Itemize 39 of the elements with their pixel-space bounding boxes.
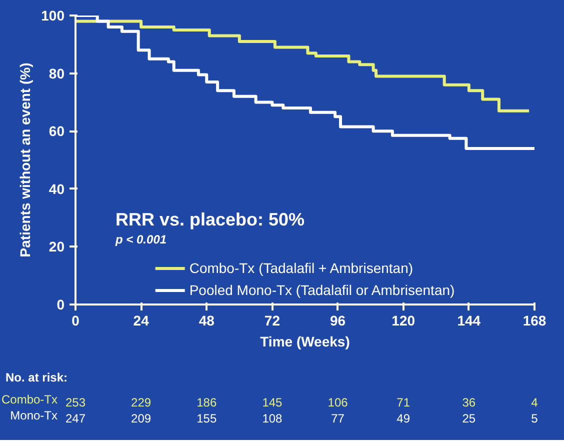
x-tick-label: 0 bbox=[72, 312, 80, 328]
text: Combo-Tx bbox=[1, 392, 58, 406]
x-axis-title: Time (Weeks) bbox=[260, 334, 350, 350]
text: 77 bbox=[331, 412, 345, 426]
y-tick-label: 20 bbox=[48, 238, 65, 255]
x-tick-label: 72 bbox=[264, 312, 280, 328]
text: 108 bbox=[262, 412, 283, 426]
y-tick-label: 60 bbox=[48, 123, 65, 140]
text: 106 bbox=[328, 396, 348, 410]
x-tick-label: 48 bbox=[198, 312, 215, 328]
text: 253 bbox=[65, 396, 86, 410]
annotation: RRR vs. placebo: 50% bbox=[116, 210, 305, 230]
y-tick-label: 80 bbox=[48, 65, 65, 82]
x-tick-label: 144 bbox=[457, 312, 481, 328]
text: Mono-Tx bbox=[10, 408, 58, 422]
text: No. at risk: bbox=[6, 370, 68, 384]
text: 25 bbox=[462, 412, 476, 426]
annotation: p < 0.001 bbox=[114, 232, 167, 246]
legend-label: Pooled Mono-Tx (Tadalafil or Ambrisentan) bbox=[189, 282, 455, 298]
text: 209 bbox=[131, 412, 152, 426]
text: 155 bbox=[196, 412, 217, 426]
text: 229 bbox=[131, 396, 152, 410]
x-tick-label: 168 bbox=[522, 312, 546, 328]
text: 36 bbox=[462, 396, 476, 410]
text: 71 bbox=[396, 396, 410, 410]
legend-label: Combo-Tx (Tadalafil + Ambrisentan) bbox=[189, 260, 414, 276]
text: 5 bbox=[531, 412, 538, 426]
text: 49 bbox=[396, 412, 410, 426]
x-tick-label: 120 bbox=[392, 312, 416, 328]
x-tick-label: 96 bbox=[330, 312, 346, 328]
text: 4 bbox=[531, 396, 538, 410]
y-tick-label: 40 bbox=[48, 180, 65, 197]
x-tick-label: 24 bbox=[133, 312, 150, 328]
text: 145 bbox=[262, 396, 283, 410]
text: 186 bbox=[196, 396, 217, 410]
text: 247 bbox=[65, 412, 86, 426]
y-tick-label: 0 bbox=[56, 296, 65, 312]
y-tick-label: 100 bbox=[41, 8, 65, 24]
y-axis-title: Patients without an event (%) bbox=[17, 62, 34, 258]
